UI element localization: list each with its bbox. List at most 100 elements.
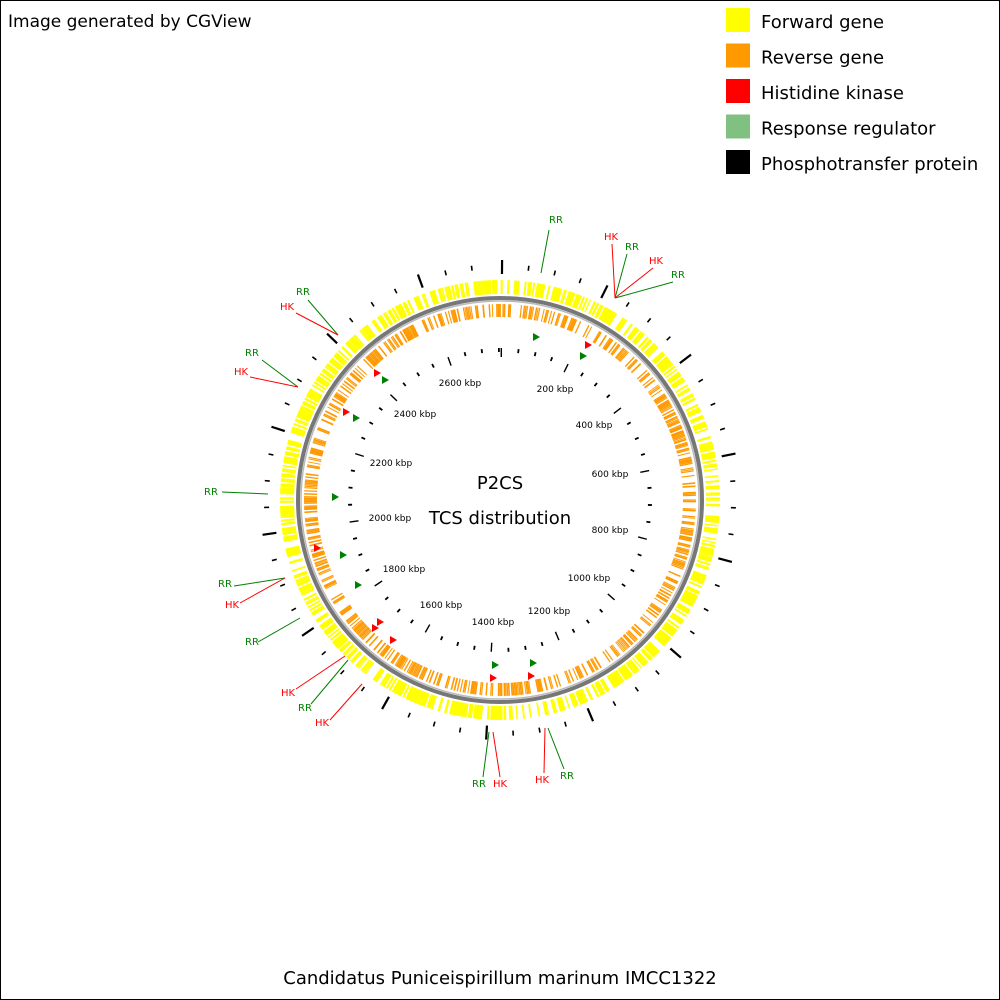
center-title: P2CS	[477, 473, 523, 494]
reverse-gene	[682, 508, 696, 510]
forward-gene	[301, 402, 316, 411]
inner-tick	[554, 631, 560, 641]
reverse-gene	[589, 658, 598, 671]
reverse-gene	[670, 429, 684, 437]
reverse-gene	[569, 318, 576, 332]
forward-gene	[421, 692, 429, 707]
reverse-gene	[398, 656, 407, 669]
forward-gene	[698, 441, 713, 447]
reverse-gene	[488, 304, 491, 318]
reverse-gene	[556, 313, 562, 327]
forward-gene	[281, 521, 296, 526]
forward-gene	[342, 643, 354, 655]
forward-gene	[696, 559, 711, 566]
reverse-gene	[356, 624, 368, 635]
reverse-gene	[309, 541, 323, 547]
forward-gene	[577, 296, 586, 311]
forward-gene	[416, 295, 424, 310]
legend: Forward gene Reverse gene Histidine kinase…	[726, 8, 978, 175]
forward-gene	[644, 644, 657, 657]
outer-tick	[646, 317, 652, 323]
forward-gene	[280, 513, 295, 517]
outer-tick	[321, 650, 327, 656]
inner-tick	[593, 382, 598, 387]
reverse-gene	[550, 311, 556, 325]
reverse-gene	[353, 621, 365, 632]
forward-gene	[664, 622, 677, 634]
forward-gene	[284, 452, 299, 458]
forward-gene	[451, 700, 456, 715]
reverse-gene	[411, 324, 419, 337]
forward-gene	[281, 526, 297, 531]
forward-gene	[304, 397, 318, 407]
reverse-gene	[381, 645, 391, 658]
reverse-gene	[611, 644, 621, 656]
reverse-gene	[627, 629, 638, 641]
forward-gene	[408, 687, 417, 701]
forward-gene	[384, 311, 394, 325]
forward-gene	[280, 510, 295, 514]
forward-gene	[426, 694, 433, 708]
reverse-gene	[402, 329, 411, 342]
forward-gene	[406, 299, 415, 314]
forward-gene	[437, 697, 444, 712]
tcs-marker	[382, 376, 389, 384]
reverse-gene	[347, 614, 359, 625]
outer-tick	[714, 583, 720, 588]
forward-gene	[601, 678, 611, 692]
forward-gene	[296, 578, 310, 585]
reverse-gene	[609, 645, 619, 658]
forward-gene	[296, 413, 311, 421]
feature-callout	[547, 727, 565, 770]
reverse-gene	[610, 343, 620, 356]
forward-gene	[333, 634, 346, 645]
reverse-gene	[622, 634, 633, 646]
forward-gene	[411, 688, 419, 703]
forward-gene	[427, 694, 435, 709]
forward-gene	[599, 679, 609, 693]
forward-gene	[602, 309, 612, 323]
reverse-gene	[420, 667, 427, 680]
reverse-gene	[365, 356, 376, 368]
reverse-gene	[327, 406, 340, 414]
reverse-gene	[444, 675, 450, 689]
reverse-gene	[649, 386, 661, 396]
reverse-gene	[598, 334, 607, 347]
forward-gene	[565, 291, 573, 306]
reverse-gene	[438, 313, 445, 327]
forward-gene	[595, 305, 604, 319]
outer-tick	[268, 453, 274, 456]
forward-gene	[667, 371, 680, 381]
outer-tick	[296, 378, 303, 383]
reverse-gene	[321, 574, 334, 582]
reverse-gene	[358, 626, 370, 637]
forward-gene	[701, 456, 716, 461]
reverse-gene	[304, 490, 318, 493]
reverse-gene	[562, 315, 569, 329]
forward-gene	[325, 625, 338, 636]
forward-gene	[309, 602, 323, 612]
forward-gene	[378, 315, 388, 329]
reverse-gene	[647, 606, 660, 616]
reverse-gene	[368, 635, 379, 647]
feature-label: RR	[296, 287, 310, 298]
forward-gene	[359, 330, 370, 342]
forward-gene	[635, 653, 647, 666]
forward-gene	[697, 435, 712, 443]
reverse-gene	[462, 307, 467, 321]
forward-gene	[330, 357, 344, 369]
outer-tick	[444, 270, 447, 276]
forward-gene	[280, 478, 296, 482]
forward-gene	[364, 662, 375, 675]
feature-callout	[295, 312, 339, 336]
reverse-gene	[363, 358, 374, 370]
reverse-gene	[354, 622, 366, 633]
forward-gene	[622, 663, 634, 677]
forward-gene	[280, 488, 295, 492]
forward-gene	[686, 585, 701, 593]
forward-gene	[680, 394, 694, 403]
forward-gene	[421, 293, 428, 308]
inner-tick	[637, 536, 648, 540]
feature-callout	[543, 727, 546, 774]
